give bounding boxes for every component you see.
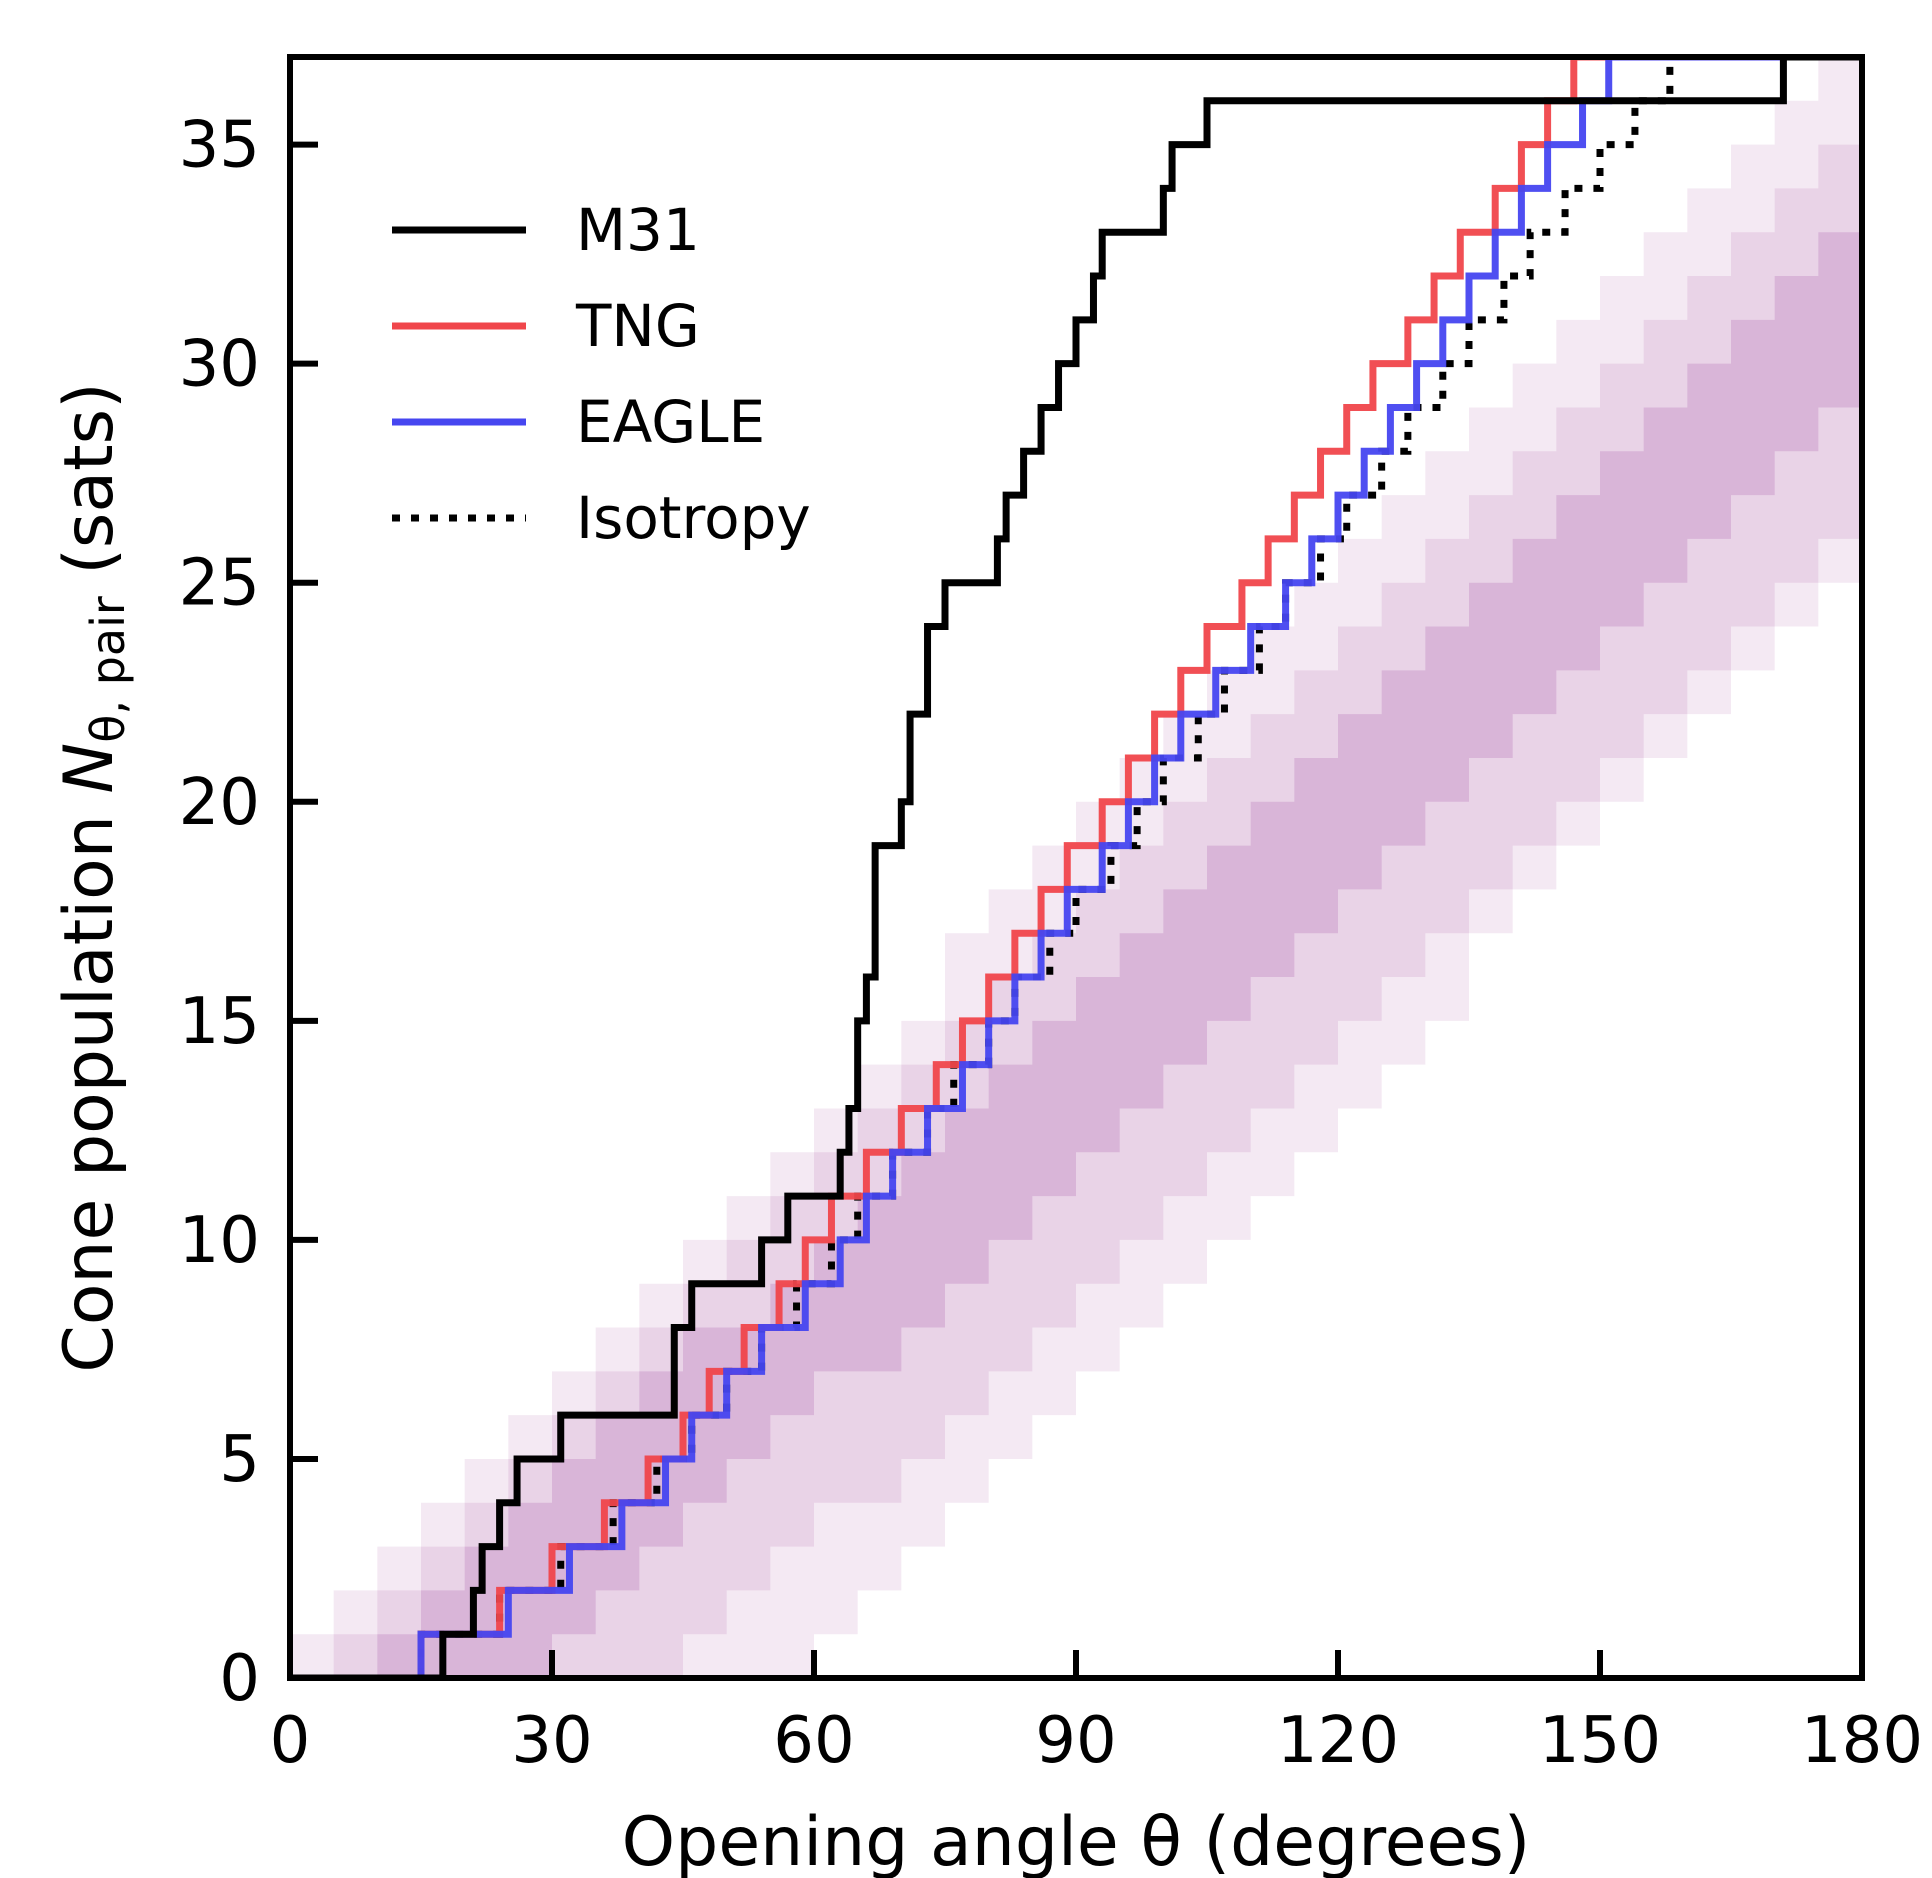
x-tick-label: 180 bbox=[1801, 1704, 1923, 1778]
y-axis-label-subscript: θ, pair bbox=[81, 596, 135, 743]
legend-label-isotropy: Isotropy bbox=[576, 484, 811, 552]
y-tick-label: 5 bbox=[219, 1423, 260, 1497]
y-tick-label: 35 bbox=[179, 109, 260, 183]
y-axis-label: Cone population Nθ, pair (sats) bbox=[50, 382, 135, 1372]
x-tick-label: 60 bbox=[773, 1704, 854, 1778]
y-tick-label: 0 bbox=[219, 1642, 260, 1716]
x-tick-label: 0 bbox=[270, 1704, 311, 1778]
x-tick-label: 120 bbox=[1277, 1704, 1399, 1778]
y-axis-label-symbol: N bbox=[50, 743, 129, 794]
legend: M31 TNG EAGLE Isotropy bbox=[392, 196, 811, 552]
x-tick-label: 90 bbox=[1035, 1704, 1116, 1778]
y-tick-label: 25 bbox=[179, 547, 260, 621]
legend-label-eagle: EAGLE bbox=[576, 388, 765, 456]
x-tick-label: 30 bbox=[511, 1704, 592, 1778]
y-axis-label-main: Cone population bbox=[50, 794, 129, 1373]
axis-ticks: 0 30 60 90 120 150 180 0 5 10 15 20 25 30 35 bbox=[179, 109, 1924, 1778]
legend-label-m31: M31 bbox=[576, 196, 700, 264]
band-middle bbox=[290, 144, 1862, 1678]
probability-bands bbox=[290, 57, 1862, 1678]
y-tick-label: 15 bbox=[179, 985, 260, 1059]
x-axis-label: Opening angle θ (degrees) bbox=[622, 1803, 1531, 1878]
series-line-m31 bbox=[290, 57, 1862, 1678]
y-tick-label: 20 bbox=[179, 766, 260, 840]
series-line-tng bbox=[290, 57, 1862, 1678]
legend-label-tng: TNG bbox=[575, 292, 700, 360]
y-tick-label: 30 bbox=[179, 328, 260, 402]
series-lines bbox=[290, 57, 1862, 1678]
y-tick-label: 10 bbox=[179, 1204, 260, 1278]
band-inner bbox=[290, 232, 1862, 1678]
band-outer bbox=[290, 57, 1862, 1678]
y-axis-label-unit: (sats) bbox=[50, 382, 129, 596]
x-tick-label: 150 bbox=[1539, 1704, 1661, 1778]
series-line-eagle bbox=[290, 57, 1862, 1678]
